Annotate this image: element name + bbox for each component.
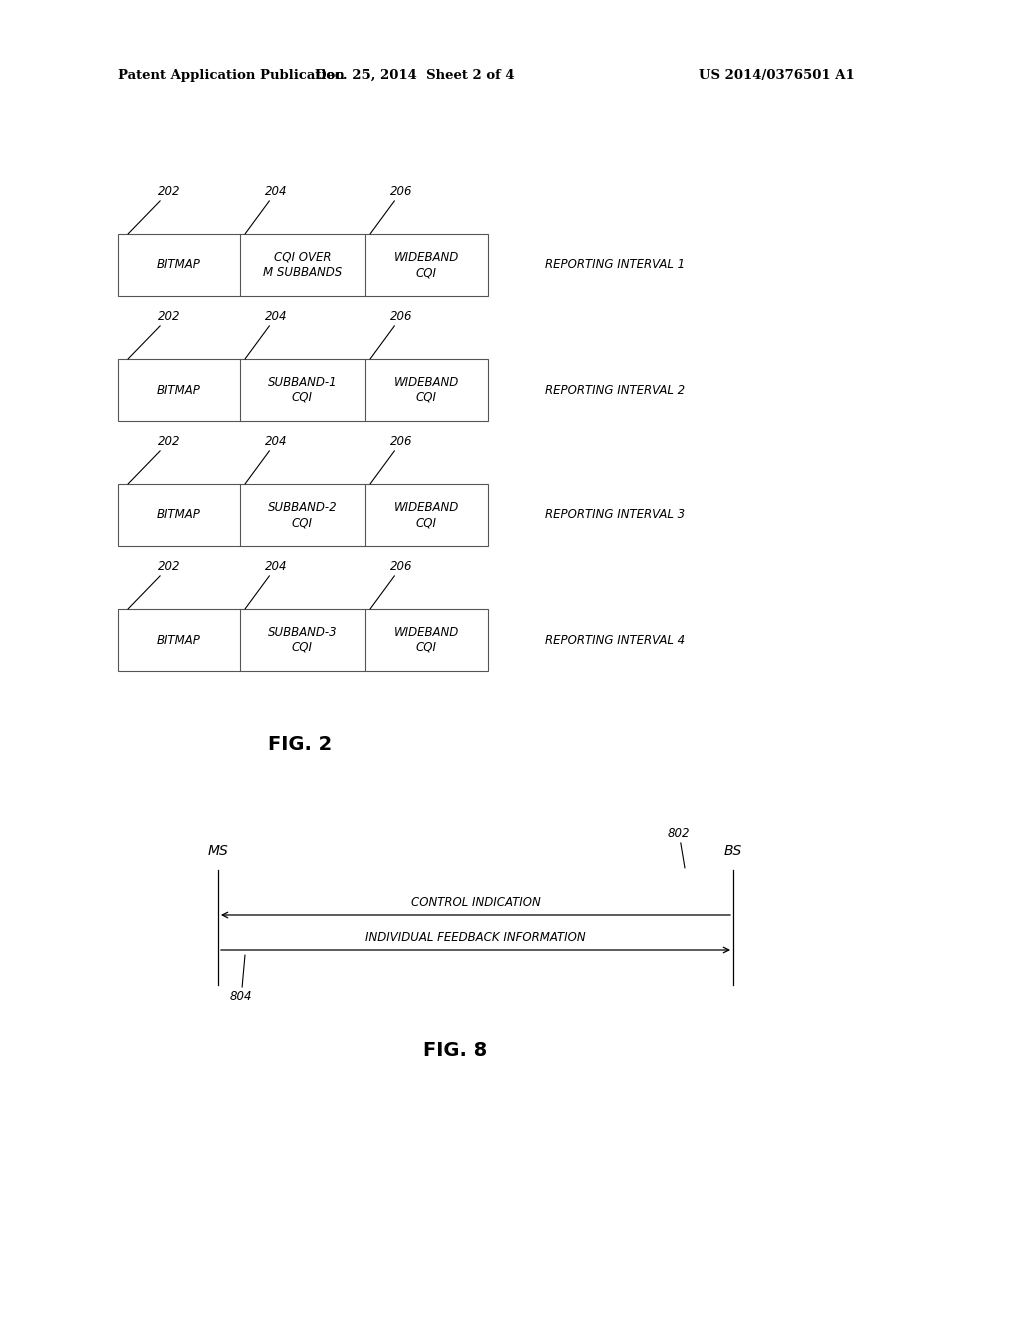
Text: 204: 204 — [245, 436, 288, 484]
Text: 804: 804 — [230, 954, 253, 1003]
Text: MS: MS — [208, 843, 228, 858]
Text: FIG. 2: FIG. 2 — [268, 735, 332, 755]
Text: WIDEBAND
CQI: WIDEBAND CQI — [394, 251, 459, 279]
Text: BITMAP: BITMAP — [157, 259, 201, 272]
Text: WIDEBAND
CQI: WIDEBAND CQI — [394, 502, 459, 529]
Text: 206: 206 — [370, 436, 413, 484]
Text: 202: 202 — [128, 310, 180, 359]
Text: REPORTING INTERVAL 4: REPORTING INTERVAL 4 — [545, 634, 685, 647]
Text: 206: 206 — [370, 185, 413, 234]
Text: REPORTING INTERVAL 2: REPORTING INTERVAL 2 — [545, 384, 685, 396]
Text: FIG. 8: FIG. 8 — [423, 1040, 487, 1060]
Bar — [118, 359, 488, 421]
Bar — [118, 484, 488, 546]
Text: 802: 802 — [668, 828, 690, 869]
Text: 202: 202 — [128, 436, 180, 484]
Text: SUBBAND-2
CQI: SUBBAND-2 CQI — [267, 502, 337, 529]
Text: 202: 202 — [128, 560, 180, 609]
Text: CONTROL INDICATION: CONTROL INDICATION — [411, 896, 541, 909]
Text: WIDEBAND
CQI: WIDEBAND CQI — [394, 376, 459, 404]
Text: 202: 202 — [128, 185, 180, 234]
Text: 206: 206 — [370, 560, 413, 609]
Text: WIDEBAND
CQI: WIDEBAND CQI — [394, 626, 459, 653]
Text: Patent Application Publication: Patent Application Publication — [118, 69, 345, 82]
Text: 204: 204 — [245, 310, 288, 359]
Text: CQI OVER
M SUBBANDS: CQI OVER M SUBBANDS — [263, 251, 342, 279]
Text: 204: 204 — [245, 185, 288, 234]
Text: BS: BS — [724, 843, 742, 858]
Text: 204: 204 — [245, 560, 288, 609]
Text: BITMAP: BITMAP — [157, 508, 201, 521]
Text: REPORTING INTERVAL 1: REPORTING INTERVAL 1 — [545, 259, 685, 272]
Text: SUBBAND-1
CQI: SUBBAND-1 CQI — [267, 376, 337, 404]
Text: BITMAP: BITMAP — [157, 384, 201, 396]
Text: BITMAP: BITMAP — [157, 634, 201, 647]
Text: REPORTING INTERVAL 3: REPORTING INTERVAL 3 — [545, 508, 685, 521]
Bar — [118, 609, 488, 671]
Text: INDIVIDUAL FEEDBACK INFORMATION: INDIVIDUAL FEEDBACK INFORMATION — [366, 931, 586, 944]
Text: SUBBAND-3
CQI: SUBBAND-3 CQI — [267, 626, 337, 653]
Bar — [118, 234, 488, 296]
Text: 206: 206 — [370, 310, 413, 359]
Text: Dec. 25, 2014  Sheet 2 of 4: Dec. 25, 2014 Sheet 2 of 4 — [315, 69, 515, 82]
Text: US 2014/0376501 A1: US 2014/0376501 A1 — [699, 69, 855, 82]
